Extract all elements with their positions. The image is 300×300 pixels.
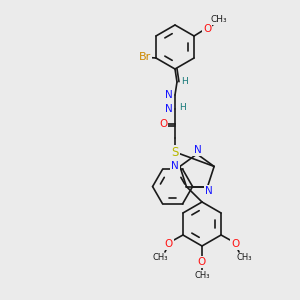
Text: N: N xyxy=(205,186,212,196)
Text: CH₃: CH₃ xyxy=(211,16,227,25)
Text: H: H xyxy=(181,76,188,85)
Text: H: H xyxy=(178,103,185,112)
Text: N: N xyxy=(165,104,173,114)
Text: CH₃: CH₃ xyxy=(236,254,252,262)
Text: N: N xyxy=(171,161,179,171)
Text: N: N xyxy=(165,90,173,100)
Text: O: O xyxy=(159,119,167,129)
Text: O: O xyxy=(203,24,211,34)
Text: N: N xyxy=(194,145,202,155)
Text: O: O xyxy=(231,239,239,249)
Text: O: O xyxy=(198,257,206,267)
Text: CH₃: CH₃ xyxy=(152,254,168,262)
Text: CH₃: CH₃ xyxy=(194,271,210,280)
Text: Br: Br xyxy=(139,52,151,62)
Text: S: S xyxy=(171,146,179,158)
Text: O: O xyxy=(165,239,173,249)
